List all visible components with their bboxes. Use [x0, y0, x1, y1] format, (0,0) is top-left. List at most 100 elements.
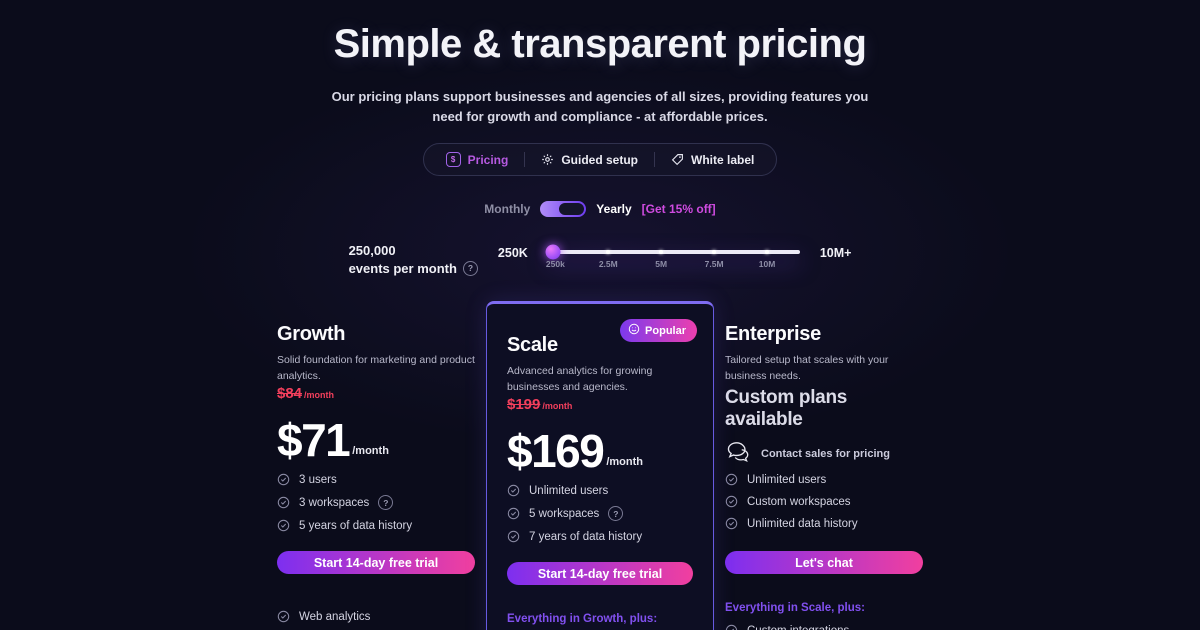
current-price: $169 /month	[507, 418, 693, 477]
plan-name: Growth	[277, 323, 346, 346]
tab-white-label[interactable]: White label	[671, 153, 754, 167]
check-circle-icon	[725, 473, 738, 486]
tab-guided-setup-label: Guided setup	[561, 152, 638, 167]
feature-item: Unlimited data history	[725, 517, 923, 530]
feature-label: Custom workspaces	[747, 495, 851, 508]
feature-item: Unlimited users	[507, 484, 693, 497]
slider-track[interactable]	[545, 244, 800, 260]
dollar-icon: $	[445, 152, 461, 168]
help-icon[interactable]: ?	[462, 261, 478, 277]
feature-item: 3 workspaces ?	[277, 495, 475, 511]
feature-label: Unlimited data history	[747, 517, 858, 530]
plan-description: Tailored setup that scales with your bus…	[725, 354, 889, 382]
old-price-period: /month	[304, 390, 335, 401]
plan-name: Scale	[507, 334, 558, 357]
chat-bubbles-icon	[725, 441, 753, 466]
plan-scale: Popular Scale Advanced analytics for gro…	[486, 301, 714, 630]
slider-tick-dot	[712, 250, 717, 255]
plans-grid: Growth Solid foundation for marketing an…	[277, 301, 923, 630]
price-amount: $71	[277, 413, 351, 466]
extra-item: Custom integrations	[725, 624, 923, 630]
check-circle-icon	[507, 484, 520, 497]
lets-chat-button[interactable]: Let's chat	[725, 551, 923, 575]
tab-pricing[interactable]: $ Pricing	[445, 152, 509, 168]
extras-section: Everything in Scale, plus: Custom integr…	[725, 602, 923, 630]
feature-label: Unlimited users	[747, 473, 827, 486]
old-price-period: /month	[542, 401, 573, 412]
slider-tick-dot	[659, 250, 664, 255]
plan-enterprise: Enterprise Tailored setup that scales wi…	[725, 301, 923, 630]
feature-label: 5 years of data history	[299, 519, 413, 532]
feature-item: 3 users	[277, 473, 475, 486]
tick-label: 250k	[545, 259, 565, 270]
feature-item: Unlimited users	[725, 473, 923, 486]
check-circle-icon	[277, 610, 290, 623]
yearly-label[interactable]: Yearly	[596, 202, 632, 217]
feature-item: 7 years of data history	[507, 530, 693, 543]
extras-section: Web analytics Product analytics E-commer…	[277, 610, 475, 630]
tick-label: 2.5M	[598, 259, 618, 270]
tick-label: 7.5M	[704, 259, 724, 270]
popular-badge-label: Popular	[645, 324, 686, 337]
page-title: Simple & transparent pricing	[333, 22, 867, 66]
events-value: 250,000	[348, 243, 396, 259]
extras-title: Everything in Scale, plus:	[725, 602, 865, 615]
check-circle-icon	[277, 519, 290, 532]
contact-sales-label: Contact sales for pricing	[761, 447, 890, 460]
tick-label: 5M	[655, 259, 668, 270]
feature-list: 3 users 3 workspaces ? 5 years of data h…	[277, 473, 475, 539]
feature-item: Custom workspaces	[725, 495, 923, 508]
events-unit-label: events per month	[348, 260, 457, 276]
price-amount: $169	[507, 424, 605, 477]
page-subtitle: Our pricing plans support businesses and…	[331, 89, 869, 125]
slider-tick-dot	[765, 250, 770, 255]
custom-plan-block: Custom plans available Contact sales for…	[725, 385, 923, 473]
tab-pricing-label: Pricing	[467, 152, 509, 167]
feature-label: 3 users	[299, 473, 337, 486]
feature-list: Unlimited users Custom workspaces Unlimi…	[725, 473, 923, 539]
price-period: /month	[352, 445, 389, 458]
help-icon[interactable]: ?	[378, 495, 394, 511]
plan-growth: Growth Solid foundation for marketing an…	[277, 301, 475, 630]
plan-description: Solid foundation for marketing and produ…	[277, 354, 475, 382]
contact-sales-row: Contact sales for pricing	[725, 441, 923, 466]
custom-plans-heading: Custom plans available	[725, 387, 848, 431]
feature-label: 3 workspaces	[299, 496, 370, 509]
price-period: /month	[606, 456, 644, 469]
start-trial-button[interactable]: Start 14-day free trial	[507, 562, 693, 586]
events-label: 250,000 events per month ?	[349, 242, 478, 277]
monthly-label[interactable]: Monthly	[484, 202, 531, 217]
gear-icon	[541, 153, 554, 166]
popular-badge: Popular	[620, 319, 697, 343]
start-trial-button[interactable]: Start 14-day free trial	[277, 551, 475, 575]
slider-thumb[interactable]	[545, 244, 561, 260]
feature-label: 7 years of data history	[529, 530, 643, 543]
slider-min-label: 250K	[497, 246, 528, 261]
events-slider-row: 250,000 events per month ? 250K 250k 2.5…	[0, 242, 1200, 277]
slider-max-label: 10M+	[819, 246, 852, 261]
toggle-knob	[559, 203, 585, 216]
old-price-amount: $84	[277, 385, 303, 403]
feature-item: 5 workspaces ?	[507, 506, 693, 522]
check-circle-icon	[725, 624, 738, 630]
tab-white-label-label: White label	[691, 152, 755, 167]
smiley-icon	[628, 323, 640, 338]
slider-tick-dot	[606, 250, 611, 255]
discount-note: [Get 15% off]	[641, 202, 716, 217]
billing-toggle-switch[interactable]	[540, 201, 587, 218]
help-icon[interactable]: ?	[608, 506, 624, 522]
tick-label: 10M	[758, 259, 776, 270]
check-circle-icon	[725, 517, 738, 530]
events-slider: 250k 2.5M 5M 7.5M 10M	[545, 244, 800, 269]
extra-label: Web analytics	[299, 610, 371, 623]
extras-title: Everything in Growth, plus:	[507, 613, 658, 626]
current-price: $71 /month	[277, 407, 475, 466]
feature-label: 5 workspaces	[529, 507, 600, 520]
check-circle-icon	[507, 507, 520, 520]
tag-icon	[671, 153, 684, 166]
check-circle-icon	[507, 530, 520, 543]
tab-guided-setup[interactable]: Guided setup	[541, 153, 638, 167]
feature-item: 5 years of data history	[277, 519, 475, 532]
check-circle-icon	[725, 495, 738, 508]
old-price: $199/month	[507, 396, 693, 418]
